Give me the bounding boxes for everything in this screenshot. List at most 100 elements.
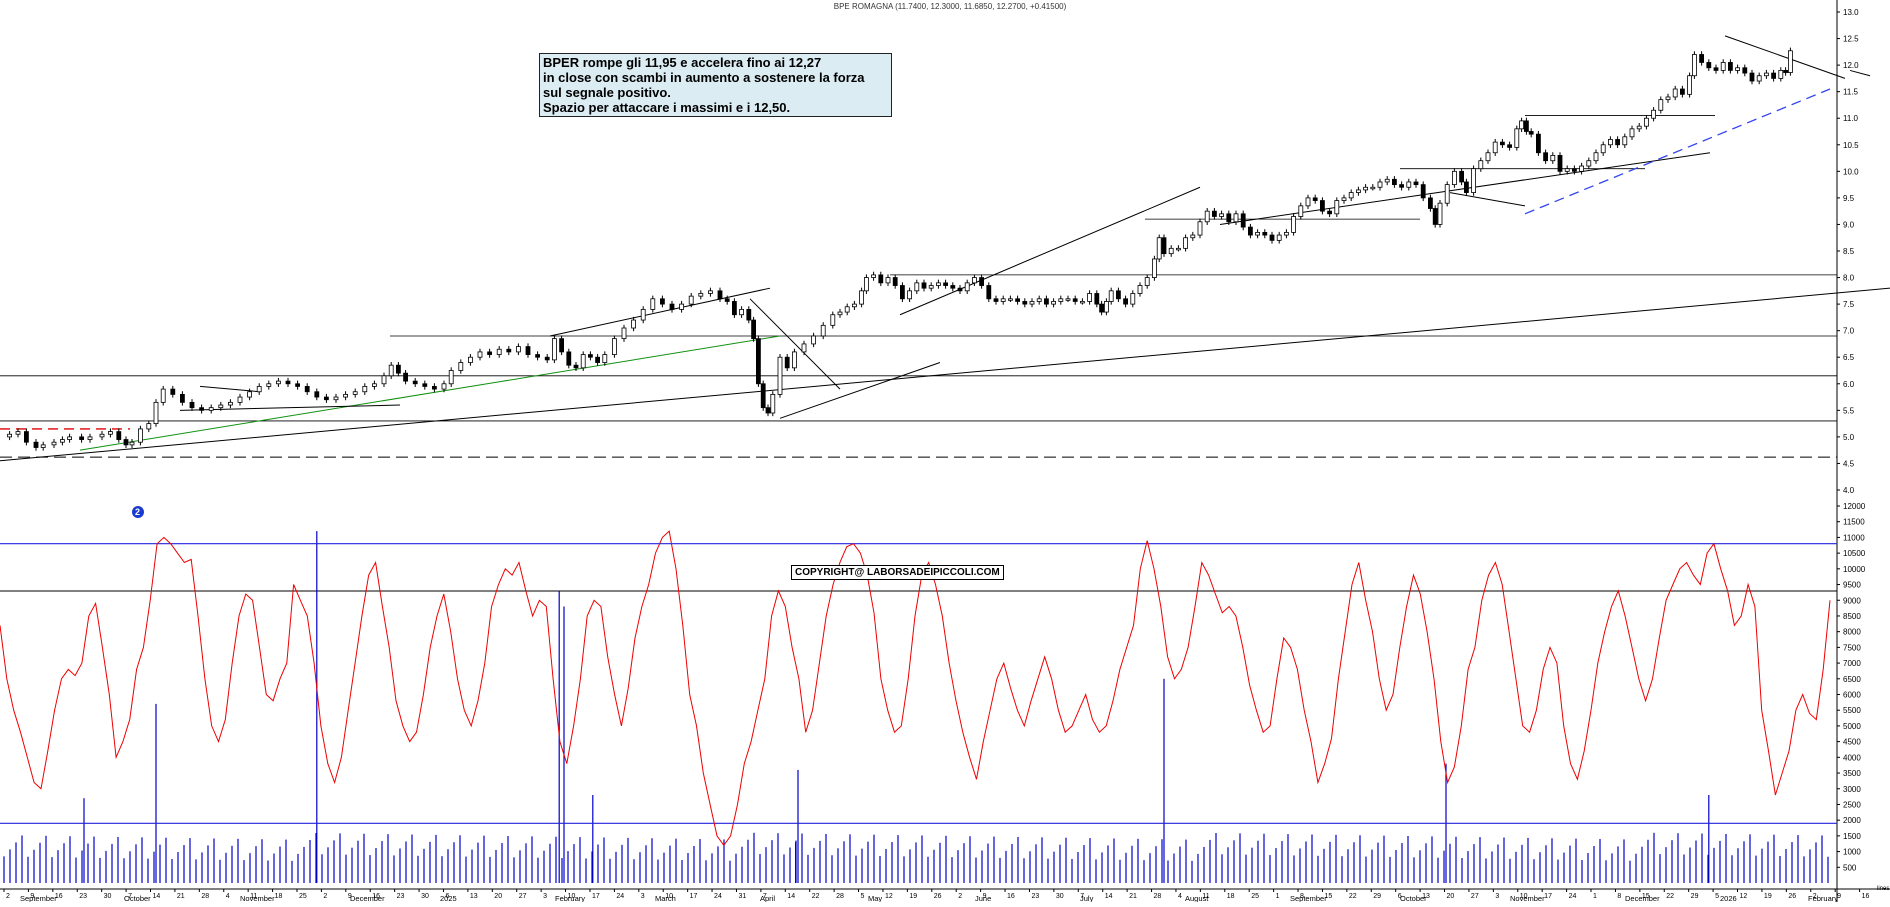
candle-body xyxy=(1478,160,1484,170)
candle-body xyxy=(40,444,46,448)
price-tick-label: 11.5 xyxy=(1843,88,1859,97)
volume-tick-label: 5000 xyxy=(1843,722,1861,731)
candle-body xyxy=(1015,298,1020,302)
date-day-label: 13 xyxy=(470,893,478,900)
date-day-label: 1 xyxy=(1593,893,1597,900)
candle-body xyxy=(724,298,730,302)
volume-tick-label: 8500 xyxy=(1843,612,1861,621)
trendline-5 xyxy=(749,298,841,390)
price-tick-label: 5.5 xyxy=(1843,406,1855,415)
date-day-label: 2 xyxy=(958,893,962,900)
candle-body xyxy=(431,386,437,390)
candle-body xyxy=(266,383,272,387)
blue-dashed-trendline xyxy=(1524,88,1831,215)
candle-body xyxy=(1788,50,1793,73)
candle-body xyxy=(1742,67,1748,74)
candle-body xyxy=(650,298,656,310)
candle-body xyxy=(448,370,454,385)
candle-body xyxy=(1600,144,1606,154)
candle-body xyxy=(285,380,291,385)
candle-body xyxy=(1437,202,1443,225)
candle-body xyxy=(1783,70,1788,73)
candle-body xyxy=(1123,298,1128,305)
date-day-label: 14 xyxy=(152,893,160,900)
candle-body xyxy=(458,362,464,371)
date-day-label: 9 xyxy=(348,893,352,900)
candle-body xyxy=(1219,213,1224,217)
trendline-11 xyxy=(1849,69,1871,77)
candle-body xyxy=(1226,213,1232,223)
date-day-label: 26 xyxy=(934,893,942,900)
candle-body xyxy=(698,293,704,297)
candle-body xyxy=(1348,192,1354,199)
date-day-label: 16 xyxy=(372,893,380,900)
candle-body xyxy=(1392,178,1397,186)
volume-tick-label: 10000 xyxy=(1843,565,1866,574)
candle-body xyxy=(1413,181,1419,186)
date-day-label: 24 xyxy=(1569,893,1577,900)
candle-body xyxy=(1519,120,1524,130)
candle-body xyxy=(746,309,752,321)
trendline-10 xyxy=(1724,35,1846,79)
volume-tick-label: 5500 xyxy=(1843,706,1861,715)
candle-body xyxy=(362,386,368,393)
candle-body xyxy=(1728,62,1733,71)
candle-body xyxy=(770,393,776,414)
candle-body xyxy=(256,386,262,393)
candle-body xyxy=(1377,181,1383,188)
volume-tick-label: 4000 xyxy=(1843,753,1861,762)
candle-body xyxy=(1749,72,1755,82)
candle-body xyxy=(1528,131,1534,135)
price-tick-label: 8.5 xyxy=(1843,247,1855,256)
candle-body xyxy=(972,277,977,284)
candle-body xyxy=(1651,109,1656,119)
candle-body xyxy=(535,354,540,358)
candle-body xyxy=(1269,234,1275,241)
candle-body xyxy=(1291,216,1296,233)
candle-body xyxy=(1608,139,1613,146)
date-day-label: 2 xyxy=(1813,893,1817,900)
candle-body xyxy=(1087,293,1092,302)
volume-tick-label: 3500 xyxy=(1843,769,1861,778)
volume-tick-label: 3000 xyxy=(1843,785,1861,794)
candle-body xyxy=(227,401,233,406)
date-month-label: December xyxy=(1625,894,1660,902)
candle-body xyxy=(621,327,627,340)
candle-body xyxy=(1161,237,1167,255)
candle-body xyxy=(1706,62,1712,69)
price-tick-label: 9.5 xyxy=(1843,194,1855,203)
date-day-label: 13 xyxy=(1422,893,1430,900)
price-tick-label: 4.0 xyxy=(1843,486,1855,495)
price-tick-label: 10.5 xyxy=(1843,141,1859,150)
candle-body xyxy=(837,311,843,316)
candle-body xyxy=(441,383,447,390)
price-tick-label: 10.0 xyxy=(1843,167,1859,176)
candle-body xyxy=(544,356,550,361)
candle-body xyxy=(595,356,600,363)
candle-body xyxy=(1168,247,1174,255)
candle-body xyxy=(957,287,963,292)
volume-tick-label: 9000 xyxy=(1843,596,1861,605)
candle-body xyxy=(1500,141,1505,146)
trendline-4 xyxy=(549,287,771,337)
candle-body xyxy=(1094,293,1100,305)
candle-body xyxy=(669,303,675,310)
candle-body xyxy=(51,441,57,446)
signal-badge-label: 2 xyxy=(135,507,140,517)
date-day-label: 18 xyxy=(275,893,283,900)
candle-body xyxy=(1432,208,1438,225)
date-day-label: 23 xyxy=(397,893,405,900)
candle-body xyxy=(1735,67,1740,71)
volume-tick-label: 2500 xyxy=(1843,800,1861,809)
candle-body xyxy=(964,282,970,292)
candle-body xyxy=(943,282,948,286)
candle-body xyxy=(1593,152,1599,162)
date-day-label: 11 xyxy=(250,893,257,900)
annotation-line-4: Spazio per attaccare i massimi e i 12,50… xyxy=(543,100,791,115)
candle-body xyxy=(129,441,135,446)
candle-body xyxy=(552,338,557,361)
candle-body xyxy=(1564,168,1570,172)
candle-body xyxy=(1276,234,1282,241)
candle-body xyxy=(237,396,243,403)
date-day-label: 9 xyxy=(983,893,987,900)
